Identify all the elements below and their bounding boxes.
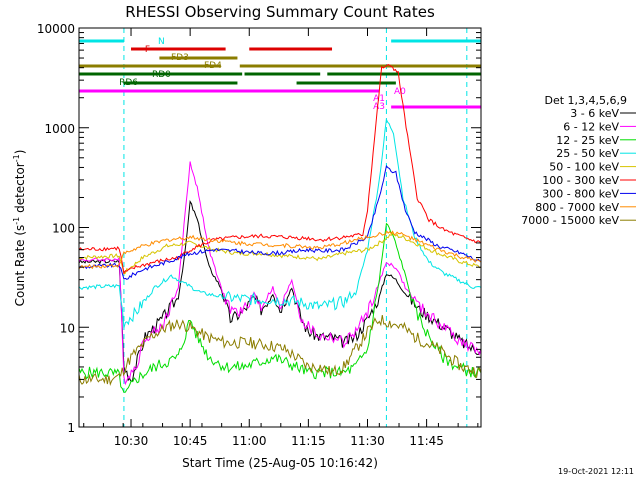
series-line (78, 232, 482, 275)
y-tick-label: 1 (67, 421, 75, 435)
legend-entry-label: 800 - 7000 keV (535, 201, 619, 214)
series-line (78, 222, 482, 393)
plot-frame (78, 27, 482, 428)
series-line (78, 117, 482, 329)
x-axis: 10:30 10:45 11:00 11:15 11:30 11:45 (83, 28, 479, 448)
series-line (78, 164, 482, 280)
series-lines (78, 63, 482, 393)
y-tick-label: 1000 (44, 122, 75, 136)
flag-bar-label: N (158, 37, 165, 47)
chart-title: RHESSI Observing Summary Count Rates (125, 3, 435, 21)
timestamp: 19-Oct-2021 12:11 (558, 467, 634, 476)
flag-bar-label: RD0 (152, 70, 171, 80)
y-axis-label: Count Rate (s-1 detector-1) (12, 150, 27, 307)
series-line (78, 230, 482, 270)
series-line (78, 315, 482, 387)
y-tick-label: 100 (52, 222, 75, 236)
flag-bar-label: A3 (373, 102, 385, 112)
legend-entry-label: 50 - 100 keV (549, 161, 619, 174)
flag-bar-label: A0 (394, 87, 406, 97)
x-tick-label: 11:30 (350, 434, 385, 448)
legend-entry-label: 6 - 12 keV (563, 120, 619, 133)
legend-entry-label: 100 - 300 keV (542, 174, 619, 187)
flag-bar-label: FD3 (171, 53, 189, 63)
legend-entry-label: 3 - 6 keV (570, 107, 619, 120)
series-line (78, 199, 482, 383)
x-tick-label: 11:15 (291, 434, 326, 448)
y-axis: 1 10 100 1000 10000 (37, 22, 481, 435)
flag-bar-label: F (145, 45, 150, 55)
series-line (78, 63, 482, 275)
flag-bar-label: FD4 (204, 61, 222, 71)
x-tick-label: 11:45 (409, 434, 444, 448)
flag-bar-label: RD6 (119, 78, 138, 88)
legend-title: Det 1,3,4,5,6,9 (544, 94, 627, 107)
legend-entry-label: 300 - 800 keV (542, 187, 619, 200)
x-tick-label: 10:45 (173, 434, 208, 448)
x-tick-label: 10:30 (114, 434, 149, 448)
x-tick-label: 11:00 (232, 434, 267, 448)
flag-bar-label: A1 (373, 94, 385, 104)
plot-area (123, 28, 468, 427)
legend-entry-label: 7000 - 15000 keV (521, 214, 619, 227)
legend-entry-label: 25 - 50 keV (556, 147, 619, 160)
y-tick-label: 10 (60, 321, 75, 335)
y-tick-label: 10000 (37, 22, 75, 36)
legend-entry-label: 12 - 25 keV (556, 134, 619, 147)
x-axis-label: Start Time (25-Aug-05 10:16:42) (182, 456, 378, 470)
